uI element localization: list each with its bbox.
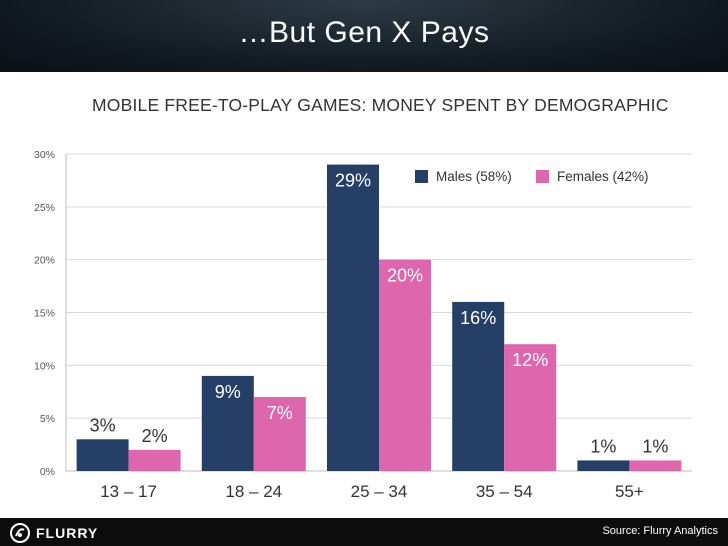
data-label: 20% [387,266,423,286]
bar-males [201,375,254,471]
flurry-logo-text: FLURRY [36,525,99,541]
bar-females [253,397,306,471]
flurry-logo-icon [10,523,30,543]
bar-chart: 0% 5% 10% 15% 20% 25% 30% 3% 2% 13 – 17 9% 7% 18 – 2… [34,149,692,501]
x-tick-label: 35 – 54 [476,482,533,501]
y-tick-label: 0% [40,466,55,478]
bar-males [577,460,630,471]
title-bar: …But Gen X Pays [0,0,728,72]
footer-bar: FLURRY Source: Flurry Analytics [0,518,728,546]
data-label: 29% [335,171,371,191]
flurry-logo: FLURRY [10,523,98,543]
data-label: 12% [512,350,548,370]
x-tick-label: 25 – 34 [351,482,408,501]
data-label: 3% [90,415,116,435]
data-label: 16% [460,308,496,328]
source-note: Source: Flurry Analytics [602,525,718,537]
bar-males [452,301,505,471]
bar-females [504,344,557,471]
data-label: 2% [142,426,168,446]
data-label: 1% [642,436,668,456]
slide-title: …But Gen X Pays [238,16,490,49]
bar-males [76,439,129,471]
x-tick-label: 55+ [615,482,644,501]
bar-males [327,164,379,472]
x-tick-label: 18 – 24 [225,482,282,501]
data-label: 7% [267,403,293,423]
y-tick-label: 20% [34,255,55,267]
y-tick-label: 30% [34,149,55,161]
legend-swatch [536,170,549,183]
y-tick-label: 15% [34,308,55,320]
chart-title: MOBILE FREE-TO-PLAY GAMES: MONEY SPENT B… [92,95,669,115]
y-tick-label: 10% [34,360,55,372]
x-tick-label: 13 – 17 [100,482,157,501]
data-label: 9% [215,382,241,402]
data-label: 1% [590,436,616,456]
y-tick-label: 25% [34,202,55,214]
bar-females [629,460,682,471]
legend-label: Females (42%) [557,169,649,184]
bar-females [128,449,181,471]
bar-females [379,259,431,471]
legend-label: Males (58%) [436,169,512,184]
legend-swatch [415,170,428,183]
y-tick-label: 5% [40,413,55,425]
